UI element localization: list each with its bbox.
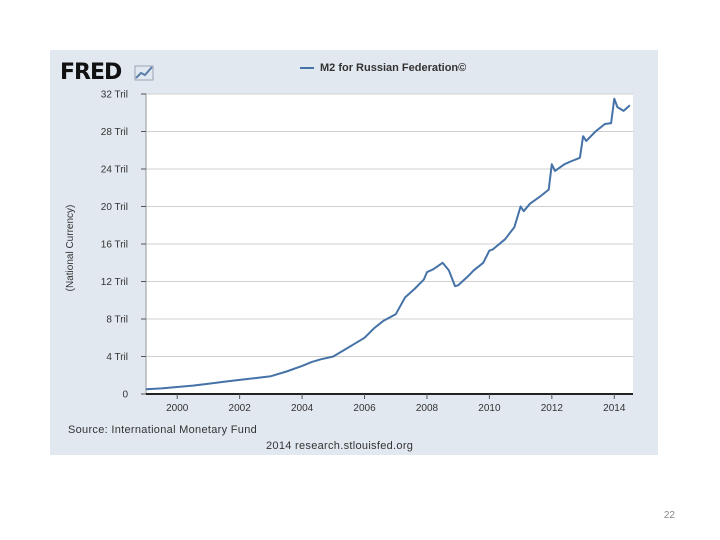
y-axis-ticks: 0 4 Tril 8 Tril 12 Tril 16 Tril 20 Tril 24 Tri… xyxy=(101,90,146,401)
x-tick-label: 2000 xyxy=(166,403,189,414)
y-tick-label: 12 Tril xyxy=(101,277,128,288)
y-tick-label: 28 Tril xyxy=(101,127,128,138)
y-tick-label: 16 Tril xyxy=(101,240,128,251)
series-layer xyxy=(145,97,631,391)
line-chart: 0 4 Tril 8 Tril 12 Tril 16 Tril 20 Tril 24 Tri… xyxy=(65,90,633,414)
y-tick-label: 20 Tril xyxy=(101,202,128,213)
y-tick-label: 0 xyxy=(122,390,128,401)
fred-logo-text: FRED xyxy=(60,60,122,84)
y-axis-title: (National Currency) xyxy=(65,205,76,292)
fred-logo: FRED xyxy=(60,60,154,84)
logo-chart-icon xyxy=(134,65,154,81)
slide-number: 22 xyxy=(663,510,675,521)
y-tick-label: 4 Tril xyxy=(106,352,128,363)
x-tick-label: 2014 xyxy=(603,403,626,414)
x-axis-ticks: 2000 2002 2004 2006 2008 2010 2012 2014 xyxy=(166,394,626,414)
grid-layer xyxy=(145,93,633,395)
source-note: Source: International Monetary Fund xyxy=(68,424,258,436)
x-tick-label: 2012 xyxy=(541,403,564,414)
x-tick-label: 2004 xyxy=(291,403,314,414)
legend-swatch xyxy=(300,67,314,69)
credit-link[interactable]: 2014 research.stlouisfed.org xyxy=(266,440,414,452)
chart-legend: M2 for Russian Federation© xyxy=(300,62,466,74)
x-tick-label: 2006 xyxy=(353,403,376,414)
chart-panel: FRED M2 for Russian Federation© 0 4 Tril 8… xyxy=(50,50,658,455)
x-tick-label: 2010 xyxy=(478,403,501,414)
y-tick-label: 24 Tril xyxy=(101,165,128,176)
chart-title: M2 for Russian Federation© xyxy=(320,62,467,74)
series-line-m2-russia xyxy=(145,97,631,391)
y-tick-label: 32 Tril xyxy=(101,90,128,101)
y-tick-label: 8 Tril xyxy=(106,315,128,326)
x-tick-label: 2008 xyxy=(416,403,439,414)
x-tick-label: 2002 xyxy=(229,403,252,414)
